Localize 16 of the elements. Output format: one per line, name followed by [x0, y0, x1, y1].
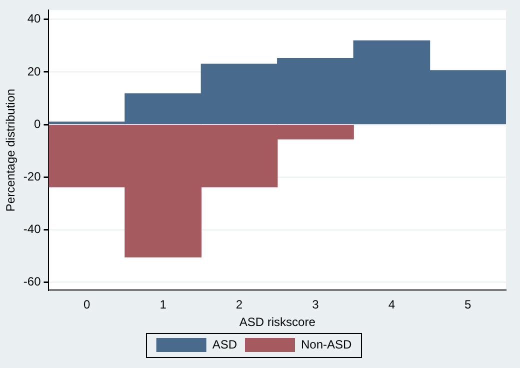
y-tick-label: -20 — [23, 169, 42, 184]
y-tick-label: 0 — [34, 116, 42, 131]
y-tick-label: 20 — [27, 64, 42, 78]
x-tick-label: 3 — [312, 298, 320, 312]
x-tick-label: 2 — [236, 298, 243, 312]
legend-label: Non-ASD — [300, 337, 352, 352]
x-tick-label: 4 — [388, 298, 396, 312]
x-tick-label: 0 — [84, 298, 91, 312]
y-tick-label: -40 — [23, 222, 42, 236]
y-axis-title: Percentage distribution — [4, 88, 18, 212]
legend-label: ASD — [212, 337, 238, 352]
x-tick-label: 5 — [464, 298, 472, 312]
x-tick-label: 1 — [160, 298, 167, 312]
x-axis-title: ASD riskscore — [239, 315, 316, 330]
y-tick-label: -60 — [23, 274, 42, 289]
y-tick-label: 40 — [27, 12, 42, 26]
